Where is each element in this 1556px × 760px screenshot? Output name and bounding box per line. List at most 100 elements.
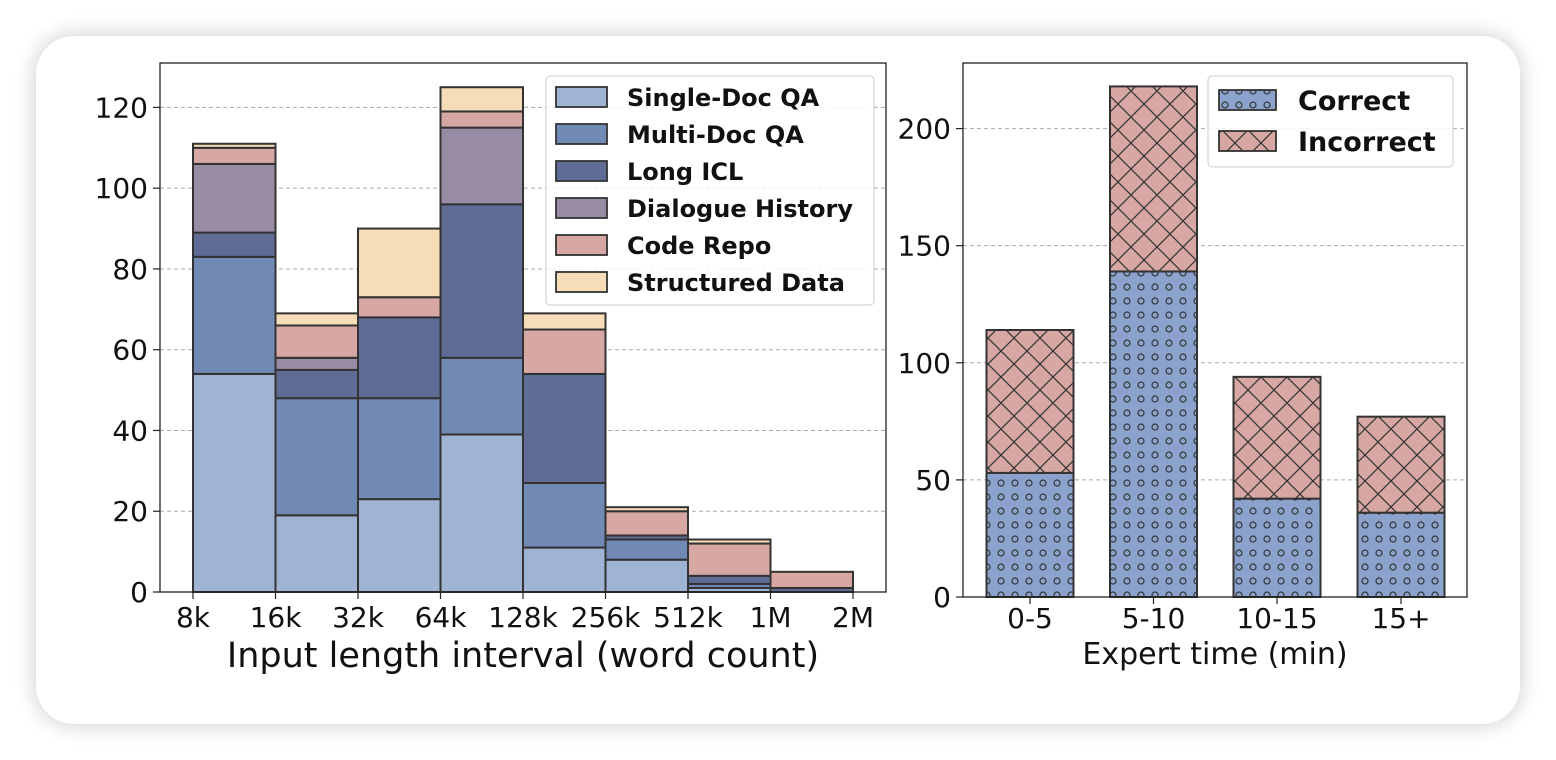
bar-long-icl-64k xyxy=(439,203,524,359)
bar-multi-doc-qa-256k xyxy=(604,538,689,561)
legend-swatch-dialogue-history xyxy=(555,197,608,219)
bar-multi-doc-qa-16k xyxy=(274,397,359,517)
legend-swatch-multi-doc-qa xyxy=(555,123,608,145)
left-legend: Single-Doc QA Multi-Doc QA Long ICL Dialogu… xyxy=(545,75,875,306)
bar-single-doc-qa-16k xyxy=(274,514,359,593)
legend-label-structured-data: Structured Data xyxy=(627,269,845,297)
bar-correct-5-10 xyxy=(1109,270,1198,598)
bar-single-doc-qa-8k xyxy=(192,372,277,593)
right-y-ticks: 0 50 100 150 200 xyxy=(898,113,963,614)
right-x-ticks: 0-5 5-10 10-15 15+ xyxy=(1007,597,1431,635)
bar-long-icl-32k xyxy=(357,316,442,400)
bar-code-repo-256k xyxy=(604,510,689,537)
left-x-tick-label: 128k xyxy=(488,601,558,634)
left-x-tick-label: 8k xyxy=(176,601,211,634)
bar-structured-data-256k xyxy=(604,506,689,513)
bar-multi-doc-qa-128k xyxy=(522,481,607,549)
bar-correct-0-5 xyxy=(985,471,1075,598)
legend-swatch-code-repo xyxy=(555,234,608,256)
legend-label-dialogue-history: Dialogue History xyxy=(627,195,853,223)
right-y-tick-label: 200 xyxy=(898,113,951,146)
left-y-tick-label: 40 xyxy=(112,414,148,447)
legend-label-code-repo: Code Repo xyxy=(627,232,771,260)
bar-incorrect-15 xyxy=(1356,415,1446,514)
right-x-axis-label: Expert time (min) xyxy=(1082,637,1347,672)
bar-structured-data-16k xyxy=(274,312,359,327)
right-bars xyxy=(985,85,1446,599)
bar-dialogue-history-8k xyxy=(192,162,277,234)
left-x-tick-label: 64k xyxy=(415,601,468,634)
bar-multi-doc-qa-32k xyxy=(357,397,442,501)
left-chart: 0 20 40 60 80 100 120 8k 16k 32k 64k 128k 256k 512k 1… xyxy=(95,62,887,676)
bar-long-icl-8k xyxy=(192,231,277,258)
left-x-axis-label: Input length interval (word count) xyxy=(227,636,819,676)
right-x-tick-label: 0-5 xyxy=(1007,602,1053,635)
legend-label-multi-doc-qa: Multi-Doc QA xyxy=(627,121,804,149)
legend-label-long-icl: Long ICL xyxy=(627,158,743,186)
right-x-tick-label: 10-15 xyxy=(1236,602,1317,635)
left-y-tick-label: 100 xyxy=(95,172,148,205)
bar-single-doc-qa-256k xyxy=(604,558,689,593)
bar-code-repo-1m xyxy=(769,570,854,589)
left-x-tick-label: 2M xyxy=(832,601,874,634)
legend-label-incorrect: Incorrect xyxy=(1298,127,1436,158)
left-x-tick-label: 256k xyxy=(571,601,641,634)
right-chart: 0 50 100 150 200 0-5 5-10 10-15 15+ Expert time… xyxy=(898,62,1468,672)
bar-long-icl-16k xyxy=(274,368,359,400)
bar-correct-15 xyxy=(1356,511,1446,598)
bar-incorrect-10-15 xyxy=(1232,375,1322,500)
left-x-ticks: 8k 16k 32k 64k 128k 256k 512k 1M 2M xyxy=(176,592,874,634)
left-y-tick-label: 60 xyxy=(112,334,148,367)
bar-code-repo-64k xyxy=(439,110,524,129)
right-y-tick-label: 100 xyxy=(898,347,951,380)
bar-structured-data-32k xyxy=(357,227,442,299)
left-legend-box xyxy=(545,75,875,306)
bar-structured-data-128k xyxy=(522,312,607,331)
right-legend: Correct Incorrect xyxy=(1207,75,1454,168)
bar-code-repo-128k xyxy=(522,328,607,375)
bar-long-icl-512k xyxy=(687,574,772,585)
bar-code-repo-16k xyxy=(274,324,359,359)
right-y-tick-label: 150 xyxy=(898,230,951,263)
legend-swatch-long-icl xyxy=(555,160,608,182)
left-y-tick-label: 0 xyxy=(130,576,148,609)
bar-correct-10-15 xyxy=(1232,497,1322,599)
bar-single-doc-qa-32k xyxy=(357,498,442,593)
bar-multi-doc-qa-64k xyxy=(439,356,524,436)
bar-incorrect-0-5 xyxy=(985,329,1075,474)
bar-single-doc-qa-64k xyxy=(439,433,524,593)
legend-label-single-doc-qa: Single-Doc QA xyxy=(627,84,820,112)
left-x-tick-label: 1M xyxy=(750,601,792,634)
bar-dialogue-history-64k xyxy=(439,126,524,206)
right-plot-frame xyxy=(962,62,1468,598)
legend-label-correct: Correct xyxy=(1298,86,1410,117)
right-y-tick-label: 0 xyxy=(933,581,951,614)
bar-single-doc-qa-128k xyxy=(522,546,607,593)
bar-code-repo-32k xyxy=(357,296,442,319)
left-x-tick-label: 512k xyxy=(653,601,723,634)
bar-code-repo-8k xyxy=(192,146,277,165)
left-bars xyxy=(192,86,854,594)
legend-swatch-correct xyxy=(1218,89,1277,111)
bar-dialogue-history-16k xyxy=(274,356,359,371)
bar-structured-data-512k xyxy=(687,538,772,545)
bar-structured-data-64k xyxy=(439,86,524,113)
bar-multi-doc-qa-8k xyxy=(192,255,277,375)
bar-code-repo-512k xyxy=(687,542,772,577)
bar-structured-data-8k xyxy=(192,142,277,149)
left-x-tick-label: 32k xyxy=(332,601,385,634)
legend-swatch-structured-data xyxy=(555,271,608,293)
right-x-tick-label: 5-10 xyxy=(1122,602,1186,635)
left-x-tick-label: 16k xyxy=(250,601,303,634)
right-y-tick-label: 50 xyxy=(915,464,951,497)
bar-incorrect-5-10 xyxy=(1109,85,1198,273)
legend-swatch-single-doc-qa xyxy=(555,86,608,108)
left-y-tick-label: 80 xyxy=(112,253,148,286)
left-y-ticks: 0 20 40 60 80 100 120 xyxy=(95,91,160,609)
left-y-tick-label: 20 xyxy=(112,495,148,528)
right-x-tick-label: 15+ xyxy=(1371,602,1430,635)
legend-swatch-incorrect xyxy=(1218,130,1277,152)
bar-long-icl-128k xyxy=(522,372,607,484)
left-y-tick-label: 120 xyxy=(95,91,148,124)
